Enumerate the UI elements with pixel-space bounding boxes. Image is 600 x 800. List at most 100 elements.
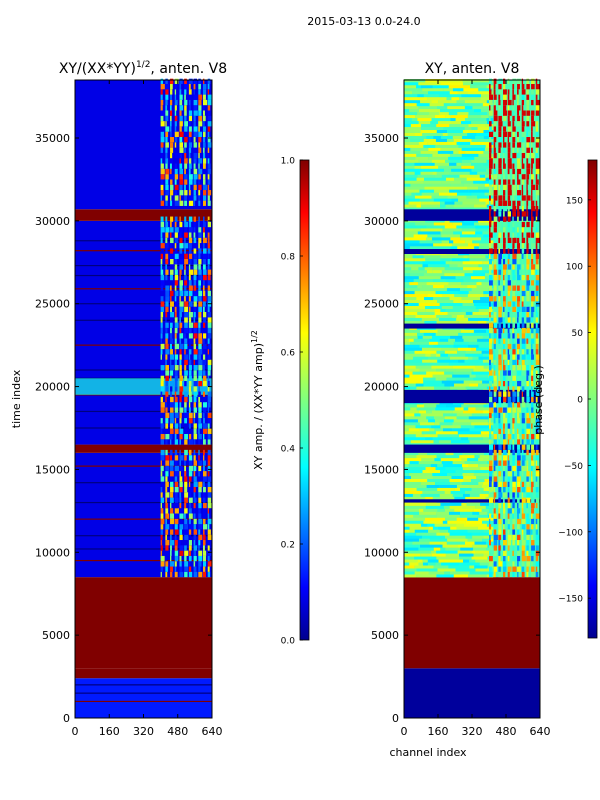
phase-texture-cell <box>439 111 449 116</box>
phase-active-cell <box>521 439 524 445</box>
phase-texture-cell <box>414 565 434 569</box>
phase-active-cell <box>493 184 498 191</box>
phase-active-cell <box>498 115 502 122</box>
phase-active-cell <box>493 502 496 509</box>
phase-active-cell <box>498 502 502 509</box>
phase-texture-cell <box>424 305 442 309</box>
amp-active-cell <box>188 105 191 111</box>
amp-active-cell <box>170 221 172 228</box>
phase-texture-cell <box>404 496 426 500</box>
phase-texture-cell <box>439 302 463 307</box>
phase-texture-cell <box>404 126 422 131</box>
phase-active-cell <box>493 221 497 228</box>
amp-active-cell <box>188 566 192 572</box>
phase-texture-cell <box>440 565 449 569</box>
phase-active-cell <box>512 301 516 307</box>
phase-texture-cell <box>462 79 481 83</box>
phase-texture-cell <box>448 565 470 569</box>
phase-active-cell <box>489 227 491 233</box>
phase-ytick-label: 0 <box>392 712 399 725</box>
amp-active-cell <box>193 571 198 578</box>
phase-texture-cell <box>428 111 440 116</box>
amp-active-cell <box>193 370 197 376</box>
phase-texture-cell <box>483 535 494 539</box>
amp-active-cell <box>188 264 191 270</box>
amp-active-cell <box>179 168 184 175</box>
phase-texture-cell <box>473 508 482 512</box>
phase-active-cell <box>531 179 534 185</box>
amp-active-cell <box>179 296 181 302</box>
phase-texture-cell <box>461 296 481 301</box>
amp-bright-band <box>75 378 212 395</box>
phase-active-cell <box>498 312 502 318</box>
amp-active-cell <box>198 232 202 238</box>
phase-texture-cell <box>452 87 464 92</box>
amp-active-cell <box>170 184 174 191</box>
amp-active-cell <box>174 269 178 275</box>
amp-active-cell <box>203 115 206 122</box>
amp-active-cell <box>174 402 178 408</box>
amp-active-cell <box>174 147 177 153</box>
amp-active-cell <box>198 396 201 403</box>
phase-texture-cell <box>471 556 488 560</box>
phase-texture-cell <box>490 433 494 438</box>
phase-active-cell <box>517 258 520 265</box>
phase-texture-cell <box>460 329 474 333</box>
amp-active-cell <box>193 105 198 111</box>
phase-texture-cell <box>422 535 445 539</box>
phase-active-cell <box>498 370 500 376</box>
phase-active-cell <box>503 407 507 413</box>
phase-texture-cell <box>420 171 433 175</box>
amp-active-cell <box>160 529 163 535</box>
amp-active-cell <box>188 402 191 408</box>
phase-active-cell <box>503 174 505 180</box>
amp-active-cell <box>160 545 163 551</box>
phase-active-cell <box>503 126 507 132</box>
amp-active-cell <box>174 99 178 106</box>
phase-active-cell <box>517 274 521 281</box>
phase-active-cell <box>503 290 505 297</box>
phase-texture-cell <box>404 478 428 482</box>
phase-texture-cell <box>441 135 453 139</box>
phase-texture-cell <box>449 478 464 482</box>
phase-texture-cell <box>404 195 415 199</box>
amp-active-cell <box>207 126 211 132</box>
phase-active-cell <box>507 290 511 297</box>
amp-active-cell <box>207 349 210 355</box>
phase-active-cell <box>521 137 524 143</box>
phase-active-cell <box>517 492 520 498</box>
phase-active-cell <box>531 529 533 535</box>
phase-texture-cell <box>478 383 489 387</box>
amp-active-cell <box>179 428 184 434</box>
amp-active-cell <box>203 545 205 551</box>
phase-active-cell <box>512 221 515 228</box>
phase-texture-cell <box>404 559 418 563</box>
phase-texture-cell <box>404 162 415 166</box>
phase-texture-cell <box>404 287 420 292</box>
amp-active-cell <box>198 513 202 519</box>
amp-active-cell <box>193 433 198 440</box>
phase-active-cell <box>521 296 524 302</box>
phase-texture-cell <box>417 174 435 178</box>
amp-active-cell <box>170 301 174 307</box>
amp-active-cell <box>160 89 163 95</box>
phase-texture-cell <box>461 502 467 506</box>
phase-texture-cell <box>422 359 438 363</box>
phase-texture-cell <box>438 559 445 563</box>
phase-active-cell <box>526 529 531 535</box>
phase-texture-cell <box>462 451 484 456</box>
amp-active-cell <box>188 248 192 254</box>
phase-active-cell <box>493 78 497 84</box>
phase-active-cell <box>507 561 512 567</box>
phase-active-cell <box>517 243 520 249</box>
phase-active-cell <box>517 99 519 106</box>
phase-active-cell <box>526 433 529 440</box>
phase-texture-cell <box>457 263 479 268</box>
amp-active-cell <box>188 131 192 138</box>
phase-active-cell <box>512 121 515 127</box>
amp-active-cell <box>193 306 197 312</box>
phase-active-cell <box>507 460 510 466</box>
phase-active-cell <box>498 258 502 265</box>
phase-texture-cell <box>404 529 410 533</box>
amp-active-cell <box>170 296 172 302</box>
